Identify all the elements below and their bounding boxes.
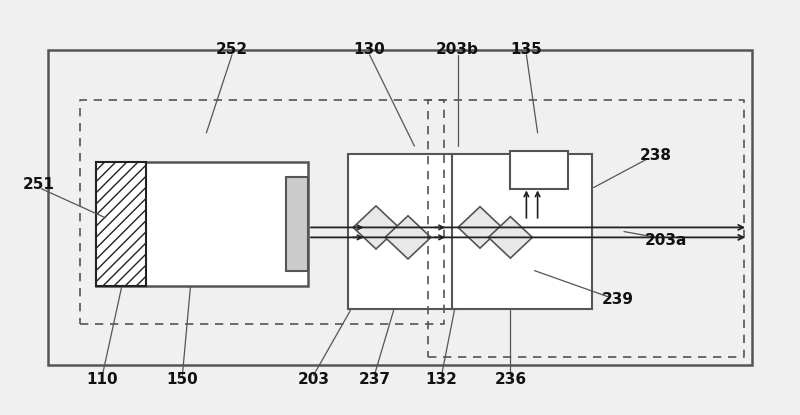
Text: 238: 238 <box>640 148 672 163</box>
Text: 252: 252 <box>216 42 248 57</box>
Bar <box>348 154 456 309</box>
Bar <box>96 162 308 286</box>
Bar <box>510 151 568 189</box>
Polygon shape <box>458 207 502 248</box>
Text: 203: 203 <box>298 372 330 387</box>
Text: 130: 130 <box>354 42 386 57</box>
Bar <box>48 50 752 365</box>
Text: 110: 110 <box>86 372 118 387</box>
Text: 135: 135 <box>510 42 542 57</box>
Bar <box>452 154 592 309</box>
Text: 236: 236 <box>494 372 526 387</box>
Text: 251: 251 <box>22 177 54 192</box>
Text: 203b: 203b <box>436 42 479 57</box>
Polygon shape <box>488 217 533 258</box>
Text: 237: 237 <box>358 372 390 387</box>
Text: 132: 132 <box>426 372 458 387</box>
Polygon shape <box>353 206 399 249</box>
Polygon shape <box>385 216 431 259</box>
Text: 150: 150 <box>166 372 198 387</box>
Bar <box>286 177 308 271</box>
Bar <box>96 162 146 286</box>
Text: 239: 239 <box>602 292 634 307</box>
Text: 203a: 203a <box>645 233 686 248</box>
